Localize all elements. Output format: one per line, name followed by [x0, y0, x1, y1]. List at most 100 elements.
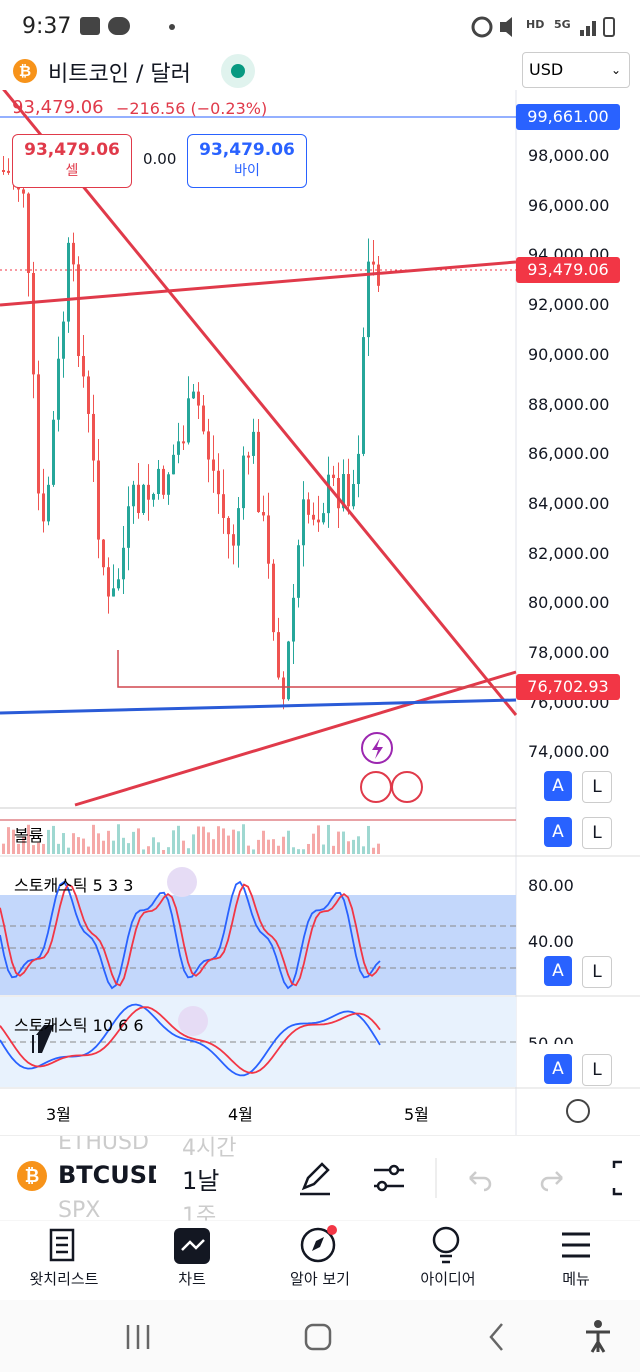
interval-option[interactable]: 1날 [182, 1167, 220, 1195]
refresh-icon[interactable] [167, 867, 197, 897]
buy-button[interactable]: 93,479.06 바이 [187, 134, 307, 188]
volume-bar [27, 824, 30, 854]
volume-bar [352, 839, 355, 854]
candle [357, 453, 360, 485]
price-label: 84,000.00 [528, 493, 610, 513]
stoch-k [0, 880, 381, 990]
price-change: −216.56 (−0.23%) [116, 99, 268, 118]
sys-recent[interactable] [126, 1325, 150, 1349]
auto-button[interactable]: A [544, 956, 572, 986]
auto-button[interactable]: A [544, 1054, 572, 1084]
symbol-title[interactable]: 비트코인 / 달러 [48, 62, 191, 87]
nav-label[interactable]: 아이디어 [420, 1270, 476, 1288]
nav-label[interactable]: 알아 보기 [290, 1270, 350, 1288]
auto-button[interactable]: A [544, 771, 572, 801]
volume-bar [377, 843, 380, 854]
settings-icon[interactable] [566, 1099, 590, 1123]
nav-label[interactable]: 메뉴 [562, 1270, 590, 1288]
candle [337, 478, 340, 509]
draw-icon[interactable] [300, 1162, 330, 1196]
event-flag[interactable] [391, 771, 423, 803]
trend-line [2, 90, 518, 716]
candle [182, 441, 185, 444]
currency-select[interactable]: USD ⌄ [522, 52, 630, 88]
chart [0, 90, 640, 1135]
volume-bar [17, 843, 20, 854]
volume-bar [37, 842, 40, 854]
nav-icon[interactable] [49, 1228, 75, 1262]
time-label: 5월 [404, 1105, 429, 1124]
candle [157, 468, 160, 494]
log-button[interactable]: L [582, 1054, 612, 1086]
sys-home[interactable] [304, 1323, 332, 1351]
candle [142, 484, 145, 514]
volume-bar [332, 845, 335, 854]
auto-button[interactable]: A [544, 817, 572, 847]
log-button[interactable]: L [582, 771, 612, 803]
candle [37, 374, 40, 494]
symbol-option[interactable]: ETHUSD [58, 1135, 149, 1155]
price-label: 82,000.00 [528, 543, 610, 563]
fullscreen-icon[interactable] [612, 1160, 622, 1196]
candle [237, 508, 240, 546]
toolbar: ETHUSD ₿ BTCUSD SPX 4시간 1날 1주 [0, 1135, 640, 1221]
candle [207, 431, 210, 460]
system-nav [0, 1300, 640, 1372]
event-flag[interactable] [360, 771, 392, 803]
candle [42, 493, 45, 522]
candle [277, 632, 280, 678]
candle [352, 484, 355, 507]
nav-icon[interactable] [300, 1227, 336, 1263]
volume-bar [107, 830, 110, 854]
volume-bar [142, 849, 145, 854]
volume-bar [372, 847, 375, 854]
candle [172, 454, 175, 475]
trend-line [74, 670, 517, 807]
volume-bar [327, 824, 330, 854]
bottom-nav [0, 1220, 640, 1372]
sell-button[interactable]: 93,479.06 셀 [12, 134, 132, 188]
symbol-option[interactable]: BTCUSD [58, 1161, 156, 1189]
volume-bar [367, 825, 370, 854]
log-button[interactable]: L [582, 956, 612, 988]
stoch-d [0, 883, 381, 987]
candle [252, 431, 255, 456]
undo-icon[interactable] [469, 1171, 492, 1192]
interval-option[interactable]: 4시간 [182, 1136, 237, 1161]
buy-price: 93,479.06 [199, 140, 295, 160]
nav-icon[interactable] [174, 1228, 210, 1264]
h-line-red [117, 650, 516, 688]
volume-bar [122, 837, 125, 854]
refresh-icon[interactable] [178, 1006, 208, 1036]
candle [222, 494, 225, 518]
candle [92, 413, 95, 461]
nav-label[interactable]: 왓치리스트 [29, 1270, 99, 1288]
candle [192, 391, 195, 399]
log-button[interactable]: L [582, 817, 612, 849]
sys-accessibility[interactable] [586, 1330, 610, 1353]
volume-bar [207, 832, 210, 854]
volume-bar [337, 831, 340, 854]
candle [67, 242, 70, 322]
time-label: 4월 [228, 1105, 253, 1124]
redo-icon[interactable] [540, 1171, 563, 1192]
candle [217, 470, 220, 495]
volume-bar [257, 839, 260, 854]
candle [282, 677, 285, 700]
price-label: 98,000.00 [528, 146, 610, 165]
nav-label[interactable]: 차트 [178, 1270, 206, 1288]
price-label: 74,000.00 [528, 742, 610, 762]
candle [22, 189, 25, 194]
symbol-option[interactable]: SPX [58, 1198, 101, 1221]
volume-bar [297, 849, 300, 854]
sell-label: 셀 [65, 163, 79, 179]
nav-icon[interactable] [562, 1232, 590, 1258]
volume-bar [62, 833, 65, 854]
candle [97, 460, 100, 540]
interval-option[interactable]: 1주 [182, 1204, 217, 1221]
sys-back[interactable] [489, 1323, 503, 1351]
nav-icon[interactable] [432, 1226, 460, 1254]
price-label: 80,000.00 [528, 593, 610, 613]
candles [2, 155, 380, 710]
